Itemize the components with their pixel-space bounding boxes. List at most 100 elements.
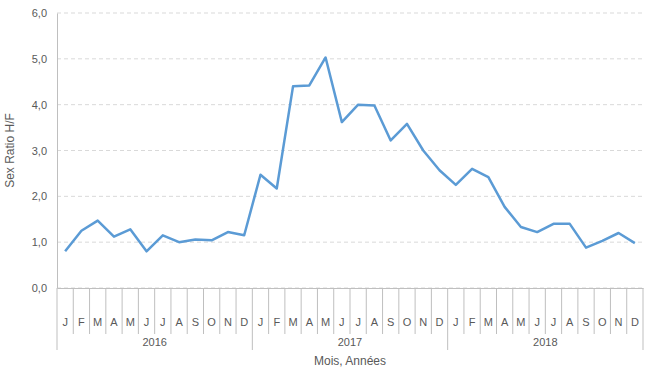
x-tick-label: J (160, 316, 166, 328)
x-group-label: 2016 (142, 336, 166, 348)
category-separator (431, 288, 432, 334)
x-group-label: 2018 (533, 336, 557, 348)
x-tick-label: A (501, 316, 509, 328)
category-separator (577, 288, 578, 334)
x-tick-label: M (484, 316, 493, 328)
grid (57, 13, 643, 288)
x-tick: F (78, 288, 85, 328)
grid-line (57, 13, 643, 14)
category-separator (122, 288, 123, 334)
category-separator (398, 288, 399, 334)
x-tick: J (62, 288, 67, 328)
x-tick: O (598, 288, 607, 328)
category-separator (610, 288, 611, 334)
category-separator (170, 288, 171, 334)
x-tick: S (582, 288, 589, 328)
x-tick: J (355, 288, 361, 328)
category-separator (415, 288, 416, 334)
y-axis-title: Sex Ratio H/F (3, 113, 17, 188)
x-tick: A (175, 288, 183, 328)
category-separator (382, 288, 383, 334)
series-group (65, 57, 635, 251)
x-tick-label: M (93, 316, 102, 328)
y-tick-label: 0,0 (32, 282, 47, 294)
y-tick: 0,0 (32, 282, 57, 294)
x-tick: M (516, 288, 525, 328)
category-separator (73, 288, 74, 334)
x-tick: J (551, 288, 557, 328)
category-separator (89, 288, 90, 334)
x-tick-label: J (62, 316, 67, 328)
y-tick: 1,0 (32, 236, 57, 248)
x-tick: J (258, 288, 264, 328)
grid-line (57, 58, 643, 59)
y-tick-label: 1,0 (32, 236, 47, 248)
x-tick-label: O (598, 316, 607, 328)
y-tick-label: 5,0 (32, 53, 47, 65)
category-separator (268, 288, 269, 334)
x-tick-label: J (534, 316, 540, 328)
category-separator (236, 288, 237, 334)
x-tick-label: O (207, 316, 216, 328)
x-tick: A (306, 288, 314, 328)
x-tick-label: A (175, 316, 183, 328)
grid-line (57, 104, 643, 105)
x-tick: N (419, 288, 427, 328)
x-tick-label: A (110, 316, 118, 328)
category-separator (545, 288, 546, 334)
x-tick-label: J (144, 316, 150, 328)
y-tick: 2,0 (32, 190, 57, 202)
x-tick-label: S (192, 316, 199, 328)
x-tick-label: F (78, 316, 85, 328)
x-tick-label: M (321, 316, 330, 328)
series-line (65, 57, 635, 251)
x-tick-label: D (436, 316, 444, 328)
category-separator (496, 288, 497, 334)
y-tick: 3,0 (32, 145, 57, 157)
x-tick: O (403, 288, 412, 328)
x-tick-label: F (273, 316, 280, 328)
category-separator (463, 288, 464, 334)
x-tick-label: A (306, 316, 314, 328)
x-tick: M (321, 288, 330, 328)
x-tick: F (469, 288, 476, 328)
x-tick-label: J (453, 316, 459, 328)
x-tick-label: O (403, 316, 412, 328)
x-tick: D (631, 288, 639, 328)
group-separator (57, 288, 58, 350)
x-tick: N (224, 288, 232, 328)
x-tick-label: J (355, 316, 361, 328)
x-tick: S (192, 288, 199, 328)
x-group-label: 2017 (338, 336, 362, 348)
x-tick-label: S (582, 316, 589, 328)
group-separator (252, 288, 253, 350)
x-tick: A (371, 288, 379, 328)
x-tick-label: F (469, 316, 476, 328)
group-separator (447, 288, 448, 350)
x-tick-label: J (551, 316, 557, 328)
x-tick-label: N (224, 316, 232, 328)
x-tick: J (339, 288, 345, 328)
x-tick: O (207, 288, 216, 328)
x-tick-label: D (240, 316, 248, 328)
category-separator (187, 288, 188, 334)
x-tick: D (240, 288, 248, 328)
y-tick-label: 4,0 (32, 99, 47, 111)
y-tick: 5,0 (32, 53, 57, 65)
y-tick: 6,0 (32, 7, 57, 19)
category-separator (105, 288, 106, 334)
category-separator (301, 288, 302, 334)
x-tick: M (288, 288, 297, 328)
y-tick-label: 2,0 (32, 190, 47, 202)
x-tick-label: A (371, 316, 379, 328)
y-tick-label: 6,0 (32, 7, 47, 19)
x-tick-label: S (387, 316, 394, 328)
x-tick: D (436, 288, 444, 328)
category-separator (480, 288, 481, 334)
x-tick-label: M (288, 316, 297, 328)
x-tick-label: M (126, 316, 135, 328)
x-tick: S (387, 288, 394, 328)
x-separators (57, 288, 643, 350)
x-axis-title: Mois, Années (314, 354, 386, 368)
grid-line (57, 196, 643, 197)
